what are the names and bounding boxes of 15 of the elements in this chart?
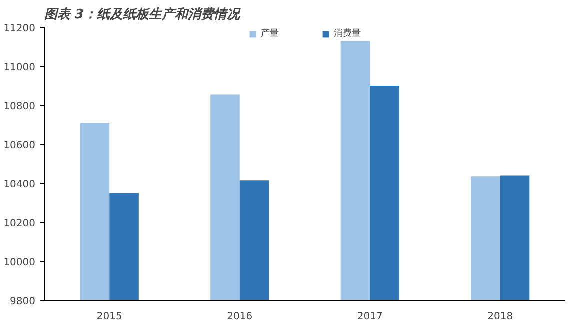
y-tick-label: 11000: [4, 62, 36, 74]
y-tick-label: 10800: [4, 102, 36, 112]
x-tick-label: 2018: [488, 312, 514, 322]
y-tick-label: 11200: [4, 24, 36, 34]
y-tick-label: 9800: [10, 296, 36, 308]
x-tick-label: 2017: [357, 312, 383, 322]
y-tick-label: 10000: [4, 258, 36, 268]
y-tick-label: 10200: [4, 218, 36, 230]
x-tick-label: 2015: [96, 312, 122, 322]
y-tick-label: 10400: [4, 180, 36, 190]
chart-title: 图表 3：纸及纸板生产和消费情况: [44, 6, 242, 22]
y-tick-label: 10600: [4, 140, 36, 152]
legend-label: 产量: [261, 28, 280, 40]
legend-label: 消费量: [334, 28, 361, 40]
x-tick-label: 2016: [227, 312, 253, 322]
